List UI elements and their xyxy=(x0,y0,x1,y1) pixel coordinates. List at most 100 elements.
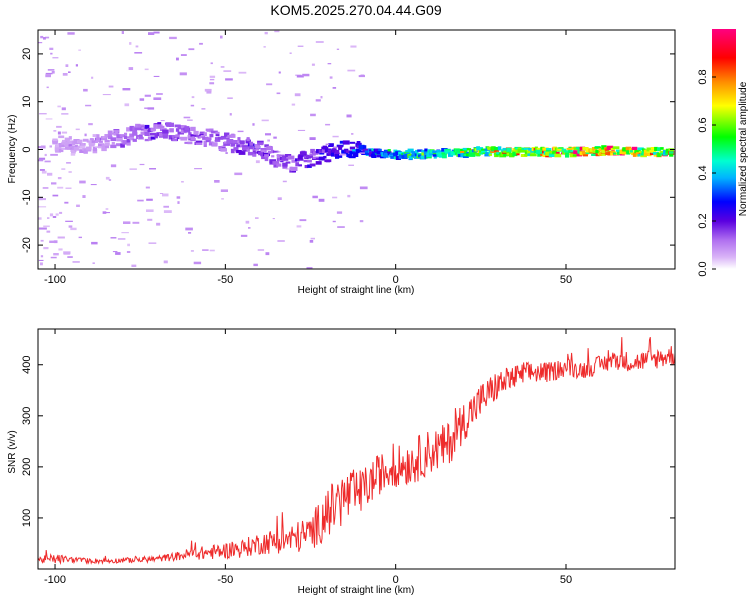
heatmap-cell xyxy=(68,143,73,147)
heatmap-cell xyxy=(65,220,73,222)
spectrogram-xlabel: Height of straight line (km) xyxy=(298,285,415,296)
y-tick-label: -10 xyxy=(21,189,33,205)
heatmap-cell xyxy=(654,146,658,151)
heatmap-cell xyxy=(45,74,51,78)
spectrogram-panel: -100 -50 0 50 20 10 0 -10 -20 Height of straight… xyxy=(7,29,676,296)
heatmap-cell xyxy=(297,129,306,131)
heatmap-cell xyxy=(509,153,515,158)
heatmap-cell xyxy=(147,127,153,133)
colorbar-tick-label: 0.2 xyxy=(697,213,709,228)
heatmap-cell xyxy=(245,220,250,224)
heatmap-cell xyxy=(287,155,295,160)
heatmap-cell xyxy=(230,134,236,138)
heatmap-cell xyxy=(134,125,142,131)
heatmap-cell xyxy=(625,146,632,151)
spectrogram-axes: -100 -50 0 50 20 10 0 -10 -20 xyxy=(21,30,675,286)
heatmap-cell xyxy=(183,130,191,133)
heatmap-cell xyxy=(352,152,359,157)
heatmap-cell xyxy=(73,147,80,151)
heatmap-cell xyxy=(643,152,650,156)
snr-panel: -100 -50 0 50 100 200 300 400 Height of straigh… xyxy=(7,328,676,596)
heatmap-cell xyxy=(363,145,367,149)
heatmap-cell xyxy=(162,193,169,197)
heatmap-cell xyxy=(226,139,234,143)
heatmap-cell xyxy=(529,153,537,157)
heatmap-cell xyxy=(310,148,315,154)
heatmap-cell xyxy=(150,136,156,140)
heatmap-cell xyxy=(591,153,598,156)
heatmap-cell xyxy=(39,113,47,115)
heatmap-cell xyxy=(610,150,616,154)
heatmap-cell xyxy=(563,150,571,153)
heatmap-cell xyxy=(516,152,520,156)
heatmap-cell xyxy=(65,64,69,67)
heatmap-cell xyxy=(310,113,316,117)
heatmap-cell xyxy=(334,154,340,157)
heatmap-cell xyxy=(364,152,371,156)
heatmap-cell xyxy=(184,141,190,144)
heatmap-cell xyxy=(298,164,302,167)
heatmap-cell xyxy=(617,151,622,155)
heatmap-cell xyxy=(599,152,603,156)
heatmap-cell xyxy=(332,146,337,149)
heatmap-cell xyxy=(626,150,631,154)
heatmap-cell xyxy=(629,148,633,153)
heatmap-cell xyxy=(174,137,181,140)
heatmap-cell xyxy=(139,135,143,139)
heatmap-cell xyxy=(554,153,562,158)
heatmap-cell xyxy=(277,154,281,159)
heatmap-cell xyxy=(536,147,543,152)
heatmap-cell xyxy=(606,145,614,150)
heatmap-cell xyxy=(194,168,202,170)
heatmap-cell xyxy=(289,52,292,54)
heatmap-cell xyxy=(50,256,57,259)
heatmap-cell xyxy=(296,75,304,78)
heatmap-cell xyxy=(268,145,272,150)
heatmap-cell xyxy=(112,251,118,253)
heatmap-cell xyxy=(272,218,275,220)
heatmap-cell xyxy=(38,217,42,220)
heatmap-cell xyxy=(96,134,100,138)
heatmap-cell xyxy=(50,153,58,156)
heatmap-cell xyxy=(370,153,377,158)
heatmap-cell xyxy=(49,213,54,217)
heatmap-cell xyxy=(190,104,195,107)
heatmap-cell xyxy=(95,138,100,142)
heatmap-cell xyxy=(506,147,512,153)
x-tick-label: 50 xyxy=(560,574,572,586)
heatmap-cell xyxy=(121,31,124,34)
heatmap-cell xyxy=(129,42,132,45)
heatmap-cell xyxy=(137,199,144,202)
heatmap-cell xyxy=(537,153,542,157)
heatmap-cell xyxy=(342,140,350,145)
heatmap-cell xyxy=(144,124,150,129)
heatmap-cell xyxy=(273,150,279,153)
heatmap-cell xyxy=(58,144,65,148)
heatmap-cell xyxy=(271,149,275,154)
y-tick-label: 20 xyxy=(21,48,33,60)
heatmap-cell xyxy=(307,159,312,163)
heatmap-cell xyxy=(424,155,428,159)
heatmap-cell xyxy=(548,153,555,157)
heatmap-cell xyxy=(257,140,264,144)
heatmap-cell xyxy=(421,151,425,156)
heatmap-cell xyxy=(276,151,281,153)
heatmap-cell xyxy=(524,153,531,157)
heatmap-cell xyxy=(237,137,241,141)
heatmap-cell xyxy=(637,147,644,151)
heatmap-cell xyxy=(347,153,352,158)
heatmap-cell xyxy=(582,147,589,151)
heatmap-cell xyxy=(175,128,180,132)
heatmap-cell xyxy=(282,164,288,169)
heatmap-cell xyxy=(552,146,557,151)
heatmap-cell xyxy=(281,155,289,160)
heatmap-cell xyxy=(147,218,153,221)
heatmap-cell xyxy=(160,120,165,122)
heatmap-cell xyxy=(337,145,343,148)
heatmap-cell xyxy=(124,132,128,135)
heatmap-cell xyxy=(601,145,607,150)
heatmap-cell xyxy=(592,150,597,153)
heatmap-cell xyxy=(144,94,151,97)
heatmap-cell xyxy=(44,160,51,163)
heatmap-cell xyxy=(234,172,243,176)
